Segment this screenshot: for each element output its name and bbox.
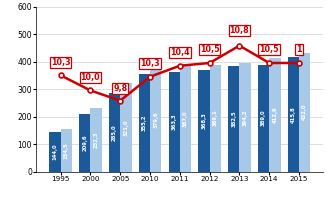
Text: 10,0: 10,0: [81, 73, 100, 82]
Bar: [240, 63, 251, 172]
Bar: [79, 114, 90, 172]
Bar: [90, 108, 102, 172]
Text: 209,6: 209,6: [82, 134, 87, 151]
Text: 10,5: 10,5: [259, 45, 279, 54]
Bar: [210, 65, 221, 172]
Text: 382,5: 382,5: [231, 111, 236, 127]
Bar: [139, 74, 150, 172]
Text: 389,1: 389,1: [213, 110, 218, 126]
Text: 363,3: 363,3: [172, 113, 177, 130]
Text: 10,5: 10,5: [200, 45, 219, 54]
Text: 285,0: 285,0: [112, 124, 117, 141]
Text: 321,0: 321,0: [123, 119, 128, 136]
Bar: [269, 58, 280, 172]
Bar: [169, 72, 180, 172]
Text: 10,3: 10,3: [51, 58, 71, 66]
Text: 154,5: 154,5: [64, 142, 69, 159]
Text: 10,3: 10,3: [140, 59, 160, 68]
Bar: [228, 66, 240, 172]
Text: 389,0: 389,0: [261, 110, 266, 126]
Bar: [288, 57, 299, 172]
Text: 144,0: 144,0: [52, 143, 57, 160]
Bar: [61, 129, 72, 172]
Text: 9,8: 9,8: [113, 84, 127, 93]
Text: 394,2: 394,2: [243, 109, 248, 126]
Text: 10,8: 10,8: [230, 26, 249, 35]
Text: 412,9: 412,9: [272, 106, 278, 123]
Text: 387,0: 387,0: [183, 110, 188, 127]
Text: 1: 1: [296, 45, 302, 54]
Text: 379,6: 379,6: [153, 111, 158, 128]
Text: 10,4: 10,4: [170, 48, 190, 57]
Bar: [150, 67, 161, 172]
Bar: [299, 53, 310, 172]
Text: 368,3: 368,3: [202, 113, 207, 129]
Bar: [109, 93, 120, 172]
Bar: [180, 65, 191, 172]
Bar: [50, 132, 61, 172]
Text: 355,2: 355,2: [142, 114, 147, 131]
Bar: [120, 83, 132, 172]
Bar: [198, 70, 210, 172]
Text: 432,0: 432,0: [302, 104, 307, 121]
Text: 415,8: 415,8: [291, 106, 296, 123]
Text: 232,3: 232,3: [94, 131, 99, 148]
Bar: [258, 65, 269, 172]
